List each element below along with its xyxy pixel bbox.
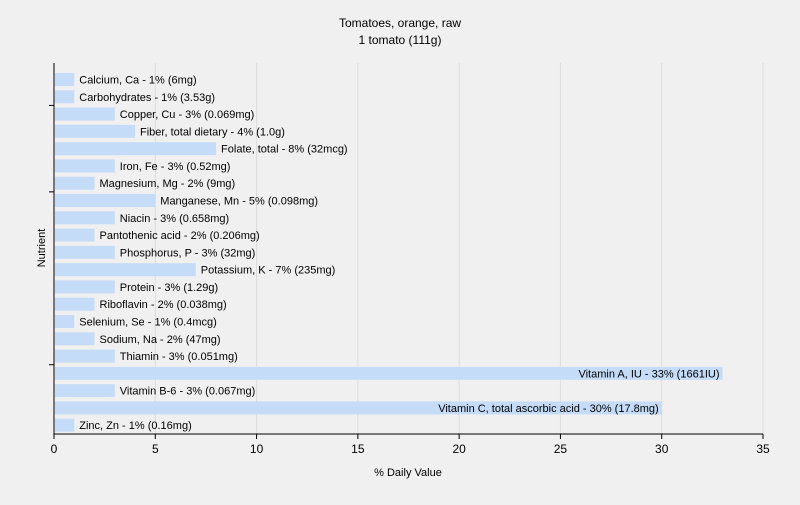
bar	[55, 194, 156, 207]
bar	[55, 176, 95, 190]
bar-label: Pantothenic acid - 2% (0.206mg)	[100, 230, 260, 242]
bar-label: Sodium, Na - 2% (47mg)	[100, 334, 221, 346]
chart-title: Tomatoes, orange, raw	[339, 16, 461, 30]
bar	[55, 124, 136, 138]
bar	[55, 349, 115, 363]
bar	[55, 211, 115, 225]
bar-label: Zinc, Zn - 1% (0.16mg)	[79, 420, 191, 432]
bar	[55, 73, 75, 86]
bar-label: Riboflavin - 2% (0.038mg)	[100, 299, 227, 311]
bar-label: Calcium, Ca - 1% (6mg)	[79, 75, 196, 87]
bar	[55, 332, 95, 346]
bar-label: Magnesium, Mg - 2% (9mg)	[100, 178, 236, 190]
bar-label: Vitamin B-6 - 3% (0.067mg)	[120, 386, 256, 398]
x-tick-label: 25	[554, 442, 568, 456]
axes: 0 5 10 15 20 25 30 35	[49, 63, 770, 456]
x-tick-label: 35	[756, 442, 770, 456]
bar-label: Potassium, K - 7% (235mg)	[201, 265, 335, 277]
bar-label: Folate, total - 8% (32mcg)	[221, 144, 348, 156]
bar-label: Iron, Fe - 3% (0.52mg)	[120, 161, 231, 173]
grid	[154, 63, 764, 434]
x-tick-label: 15	[351, 442, 365, 456]
bar-label: Niacin - 3% (0.658mg)	[120, 213, 229, 225]
bar-label: Vitamin C, total ascorbic acid - 30% (17…	[438, 403, 659, 415]
bar	[55, 384, 115, 398]
y-axis-label: Nutrient	[36, 229, 48, 268]
bar	[55, 228, 95, 242]
bar-labels: Calcium, Ca - 1% (6mg) Carbohydrates - 1%…	[79, 75, 719, 433]
bar	[55, 315, 75, 328]
x-tick-label: 0	[51, 442, 58, 456]
bar	[55, 159, 115, 173]
bar-label: Thiamin - 3% (0.051mg)	[120, 351, 238, 363]
bar-label: Copper, Cu - 3% (0.069mg)	[120, 109, 255, 121]
bar	[55, 142, 217, 156]
bar	[55, 366, 723, 380]
x-tick-label: 30	[655, 442, 669, 456]
bar-label: Vitamin A, IU - 33% (1661IU)	[578, 368, 719, 380]
bar-label: Phosphorus, P - 3% (32mg)	[120, 247, 256, 259]
bar-label: Selenium, Se - 1% (0.4mcg)	[79, 317, 217, 329]
bar	[55, 418, 75, 432]
bar	[55, 263, 196, 277]
bar-label: Manganese, Mn - 5% (0.098mg)	[160, 196, 318, 208]
chart-subtitle: 1 tomato (111g)	[359, 33, 442, 47]
bar	[55, 90, 75, 104]
bar-label: Protein - 3% (1.29g)	[120, 282, 218, 294]
x-tick-label: 5	[152, 442, 159, 456]
x-tick-label: 10	[250, 442, 264, 456]
bar	[55, 401, 662, 415]
bar	[55, 107, 115, 121]
bar-label: Carbohydrates - 1% (3.53g)	[79, 92, 215, 104]
x-tick-label: 20	[452, 442, 466, 456]
bars	[55, 73, 723, 432]
bar	[55, 245, 115, 259]
bar	[55, 280, 115, 294]
x-axis-label: % Daily Value	[374, 467, 442, 479]
bar	[55, 297, 95, 311]
bar-label: Fiber, total dietary - 4% (1.0g)	[140, 126, 285, 138]
